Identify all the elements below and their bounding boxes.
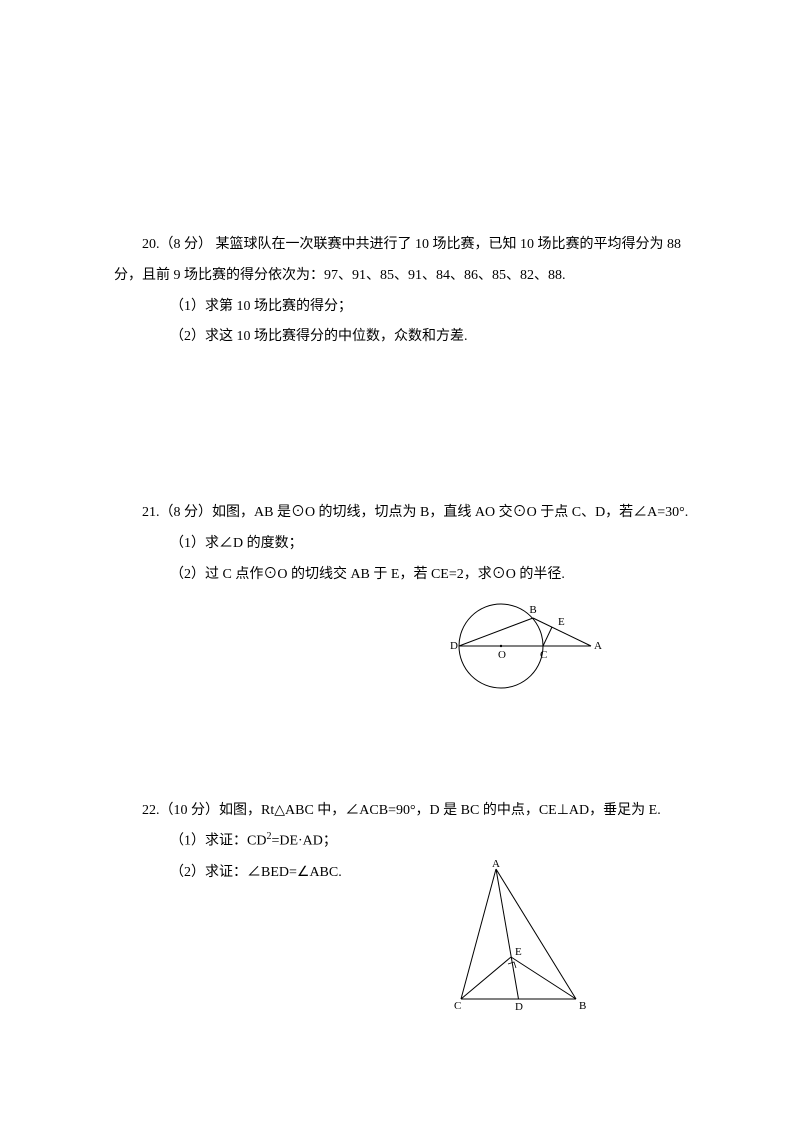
figure-circle-tangent: B E A C O D	[436, 591, 616, 704]
q21-sub2: （2）过 C 点作⊙O 的切线交 AB 于 E，若 CE=2，求⊙O 的半径.	[114, 560, 686, 591]
q22-sub1: （1）求证：CD2=DE·AD；	[114, 826, 686, 857]
svg-text:D: D	[515, 1001, 523, 1013]
svg-text:O: O	[498, 649, 506, 661]
svg-text:A: A	[594, 640, 602, 652]
q20-sub2: （2）求这 10 场比赛得分的中位数，众数和方差.	[114, 322, 686, 353]
svg-text:B: B	[579, 1000, 586, 1012]
q21-sub1: （1）求∠D 的度数；	[114, 529, 686, 560]
q20-line2: 分，且前 9 场比赛的得分依次为：97、91、85、91、84、86、85、82…	[114, 261, 686, 292]
svg-text:E: E	[515, 946, 522, 958]
svg-text:C: C	[540, 649, 547, 661]
question-20: 20.（8 分） 某篮球队在一次联赛中共进行了 10 场比赛，已知 10 场比赛…	[114, 230, 686, 353]
q22-sub1-post: =DE·AD；	[271, 834, 336, 849]
question-22: 22.（10 分）如图，Rt△ABC 中，∠ACB=90°，D 是 BC 的中点…	[114, 796, 686, 889]
q22-sub1-pre: （1）求证：CD	[170, 834, 266, 849]
svg-text:A: A	[492, 859, 500, 870]
q22-header: 22.（10 分）如图，Rt△ABC 中，∠ACB=90°，D 是 BC 的中点…	[114, 796, 686, 827]
q22-sub2: （2）求证：∠BED=∠ABC.	[114, 858, 686, 889]
q20-sub1: （1）求第 10 场比赛的得分；	[114, 292, 686, 323]
svg-text:E: E	[558, 616, 565, 628]
svg-text:D: D	[450, 640, 458, 652]
q20-header: 20.（8 分） 某篮球队在一次联赛中共进行了 10 场比赛，已知 10 场比赛…	[114, 230, 686, 261]
svg-text:C: C	[454, 1000, 461, 1012]
svg-text:B: B	[529, 604, 536, 616]
figure-right-triangle: A C B D E	[441, 859, 591, 1027]
q21-header: 21.（8 分）如图，AB 是⊙O 的切线，切点为 B，直线 AO 交⊙O 于点…	[114, 498, 686, 529]
question-21: 21.（8 分）如图，AB 是⊙O 的切线，切点为 B，直线 AO 交⊙O 于点…	[114, 498, 686, 590]
